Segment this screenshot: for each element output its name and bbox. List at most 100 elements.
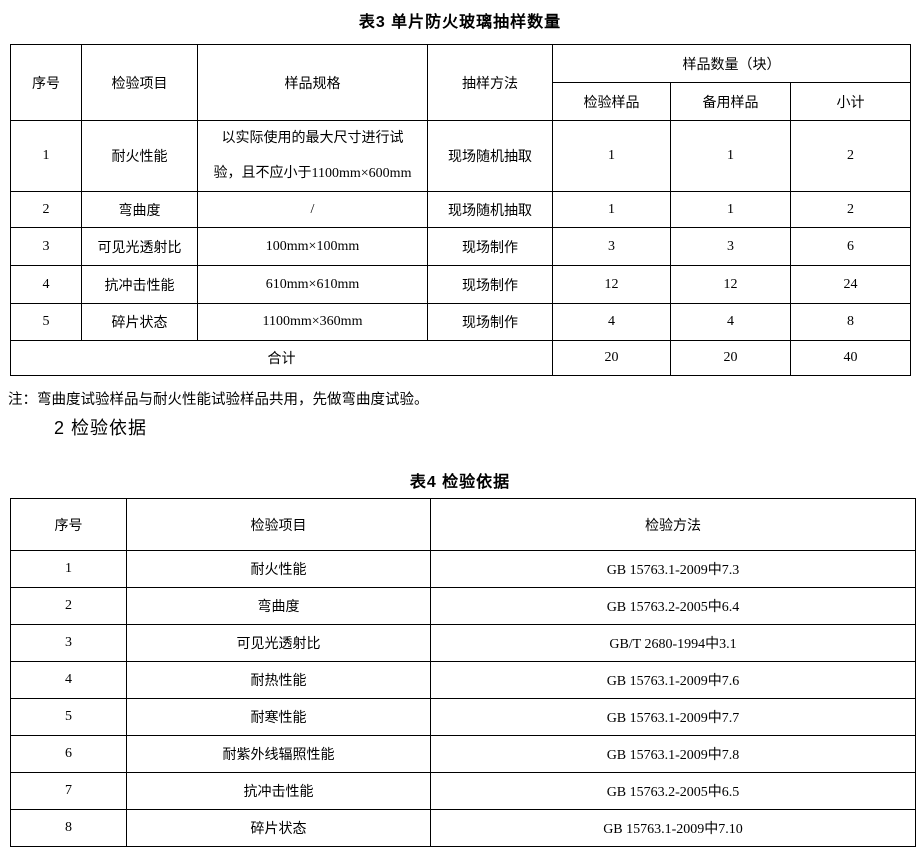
t3-r5-subtotal: 8 xyxy=(790,303,911,341)
t4-r5-no: 5 xyxy=(10,698,127,736)
t4-r3-item: 可见光透射比 xyxy=(126,624,431,662)
table-row: 5 碎片状态 1100mm×360mm 现场制作 4 4 8 xyxy=(10,303,911,341)
t4-r1-method: GB 15763.1-2009中7.3 xyxy=(430,550,916,588)
table-row: 4 耐热性能 GB 15763.1-2009中7.6 xyxy=(10,661,916,699)
t3-r1-spec-line2: 验，且不应小于1100mm×600mm xyxy=(213,166,412,181)
t3-header-qty-subtotal: 小计 xyxy=(790,82,911,121)
t4-r1-no: 1 xyxy=(10,550,127,588)
table-row: 6 耐紫外线辐照性能 GB 15763.1-2009中7.8 xyxy=(10,735,916,773)
t3-r2-method: 现场随机抽取 xyxy=(427,191,553,228)
t3-r1-method: 现场随机抽取 xyxy=(427,120,553,192)
t3-header-no: 序号 xyxy=(10,44,82,121)
t3-r4-method: 现场制作 xyxy=(427,265,553,304)
t4-r7-item: 抗冲击性能 xyxy=(126,772,431,810)
t4-r4-item: 耐热性能 xyxy=(126,661,431,699)
table-row: 3 可见光透射比 GB/T 2680-1994中3.1 xyxy=(10,624,916,662)
t3-r2-spec: / xyxy=(197,191,428,228)
t3-r4-no: 4 xyxy=(10,265,82,304)
t3-r2-no: 2 xyxy=(10,191,82,228)
t3-r5-method: 现场制作 xyxy=(427,303,553,341)
table4-title: 表4 检验依据 xyxy=(409,474,511,491)
t4-r8-item: 碎片状态 xyxy=(126,809,431,847)
table4-header-row: 序号 检验项目 检验方法 xyxy=(10,498,916,551)
t3-r1-item: 耐火性能 xyxy=(81,120,198,192)
t3-r5-no: 5 xyxy=(10,303,82,341)
t4-r6-method: GB 15763.1-2009中7.8 xyxy=(430,735,916,773)
table-row: 1 耐火性能 GB 15763.1-2009中7.3 xyxy=(10,550,916,588)
t4-r7-method: GB 15763.2-2005中6.5 xyxy=(430,772,916,810)
table-row: 2 弯曲度 GB 15763.2-2005中6.4 xyxy=(10,587,916,625)
t3-r3-no: 3 xyxy=(10,227,82,266)
table3-header-row-2: 检验样品 备用样品 小计 xyxy=(11,82,911,121)
t3-r1-spec-line1: 以实际使用的最大尺寸进行试 xyxy=(221,131,404,146)
t3-r5-test: 4 xyxy=(552,303,671,341)
t4-r3-no: 3 xyxy=(10,624,127,662)
t3-header-qty-backup: 备用样品 xyxy=(670,82,791,121)
t3-r4-spec: 610mm×610mm xyxy=(197,265,428,304)
t3-total-backup: 20 xyxy=(670,340,791,376)
t3-total-test: 20 xyxy=(552,340,671,376)
t4-header-item: 检验项目 xyxy=(126,498,431,551)
t3-header-item: 检验项目 xyxy=(81,44,198,121)
t3-r3-item: 可见光透射比 xyxy=(81,227,198,266)
t3-header-method: 抽样方法 xyxy=(427,44,553,121)
table-row: 4 抗冲击性能 610mm×610mm 现场制作 12 12 24 xyxy=(10,265,911,304)
t4-r5-method: GB 15763.1-2009中7.7 xyxy=(430,698,916,736)
t4-r5-item: 耐寒性能 xyxy=(126,698,431,736)
table3-sampling-quantity: 序号 检验项目 样品规格 抽样方法 样品数量（块） 检验样品 备用样品 小计 1… xyxy=(10,44,911,376)
t3-r2-item: 弯曲度 xyxy=(81,191,198,228)
table3-title: 表3 单片防火玻璃抽样数量 xyxy=(358,14,562,31)
t3-r1-test: 1 xyxy=(552,120,671,192)
t3-r3-subtotal: 6 xyxy=(790,227,911,266)
t4-r3-method: GB/T 2680-1994中3.1 xyxy=(430,624,916,662)
t4-r4-no: 4 xyxy=(10,661,127,699)
t4-r2-method: GB 15763.2-2005中6.4 xyxy=(430,587,916,625)
t3-r1-no: 1 xyxy=(10,120,82,192)
table3-header-row-1: 序号 检验项目 样品规格 抽样方法 样品数量（块） xyxy=(10,44,911,121)
t3-r2-subtotal: 2 xyxy=(790,191,911,228)
table3-total-row: 合计 20 20 40 xyxy=(10,340,911,376)
t3-r5-spec: 1100mm×360mm xyxy=(197,303,428,341)
t4-r7-no: 7 xyxy=(10,772,127,810)
t3-header-qty-test: 检验样品 xyxy=(552,82,671,121)
t4-r2-item: 弯曲度 xyxy=(126,587,431,625)
t3-r1-backup: 1 xyxy=(670,120,791,192)
t4-r8-method: GB 15763.1-2009中7.10 xyxy=(430,809,916,847)
t3-total-label: 合计 xyxy=(10,340,553,376)
t3-r3-backup: 3 xyxy=(670,227,791,266)
section-heading: 2 检验依据 xyxy=(54,418,148,438)
t3-r4-item: 抗冲击性能 xyxy=(81,265,198,304)
table-row: 1 耐火性能 以实际使用的最大尺寸进行试 验，且不应小于1100mm×600mm… xyxy=(10,120,911,192)
t4-r1-item: 耐火性能 xyxy=(126,550,431,588)
t3-total-subtotal: 40 xyxy=(790,340,911,376)
t4-r6-no: 6 xyxy=(10,735,127,773)
table4-inspection-basis: 序号 检验项目 检验方法 1 耐火性能 GB 15763.1-2009中7.3 … xyxy=(10,498,916,847)
t3-r1-spec: 以实际使用的最大尺寸进行试 验，且不应小于1100mm×600mm xyxy=(197,120,428,192)
t3-r4-backup: 12 xyxy=(670,265,791,304)
table-row: 7 抗冲击性能 GB 15763.2-2005中6.5 xyxy=(10,772,916,810)
t4-r6-item: 耐紫外线辐照性能 xyxy=(126,735,431,773)
t4-header-no: 序号 xyxy=(10,498,127,551)
t3-r2-backup: 1 xyxy=(670,191,791,228)
t3-r2-test: 1 xyxy=(552,191,671,228)
t3-r5-backup: 4 xyxy=(670,303,791,341)
t3-r3-method: 现场制作 xyxy=(427,227,553,266)
table3-footnote: 注：弯曲度试验样品与耐火性能试验样品共用，先做弯曲度试验。 xyxy=(8,392,429,408)
table-row: 5 耐寒性能 GB 15763.1-2009中7.7 xyxy=(10,698,916,736)
t3-r4-test: 12 xyxy=(552,265,671,304)
t3-header-spec: 样品规格 xyxy=(197,44,428,121)
t3-r5-item: 碎片状态 xyxy=(81,303,198,341)
t4-header-method: 检验方法 xyxy=(430,498,916,551)
table-row: 3 可见光透射比 100mm×100mm 现场制作 3 3 6 xyxy=(10,227,911,266)
t4-r4-method: GB 15763.1-2009中7.6 xyxy=(430,661,916,699)
t3-r3-test: 3 xyxy=(552,227,671,266)
t4-r2-no: 2 xyxy=(10,587,127,625)
t3-r4-subtotal: 24 xyxy=(790,265,911,304)
table-row: 8 碎片状态 GB 15763.1-2009中7.10 xyxy=(10,809,916,847)
t3-r3-spec: 100mm×100mm xyxy=(197,227,428,266)
table-row: 2 弯曲度 / 现场随机抽取 1 1 2 xyxy=(10,191,911,228)
t3-header-qty-group: 样品数量（块） xyxy=(552,44,911,83)
t4-r8-no: 8 xyxy=(10,809,127,847)
t3-r1-subtotal: 2 xyxy=(790,120,911,192)
